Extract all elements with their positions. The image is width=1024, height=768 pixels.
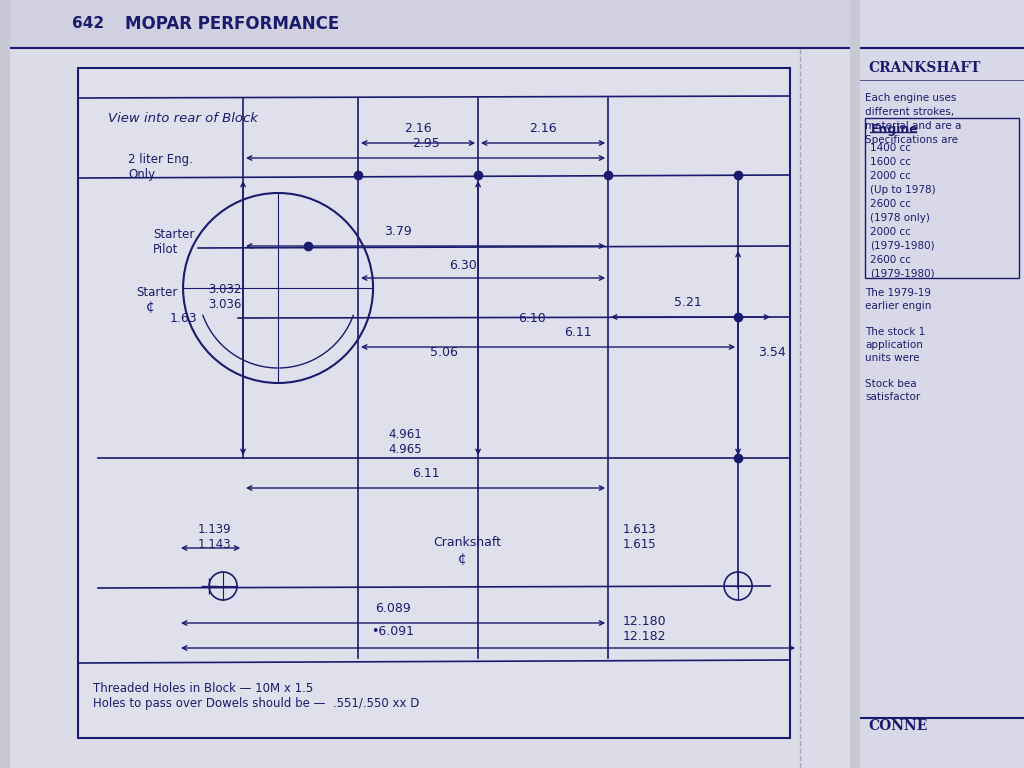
Text: (1979-1980): (1979-1980) [870,241,935,251]
Text: 1600 cc: 1600 cc [870,157,911,167]
Bar [865,118,1019,278]
Text: Holes to pass over Dowels should be —  .551/.550 xx D: Holes to pass over Dowels should be — .5… [93,697,420,710]
Text: The 1979-19: The 1979-19 [865,288,931,298]
Text: 1.143: 1.143 [198,538,231,551]
Text: 3.032: 3.032 [208,283,242,296]
Text: 2000 cc: 2000 cc [870,227,911,237]
Text: 2.16: 2.16 [529,122,557,135]
Text: CONNE: CONNE [868,719,928,733]
Text: 3.036: 3.036 [208,298,242,311]
Text: 2 liter Eng.
Only: 2 liter Eng. Only [128,153,193,181]
Text: material and are a: material and are a [865,121,962,131]
Text: 12.182: 12.182 [623,630,667,643]
Text: MOPAR PERFORMANCE: MOPAR PERFORMANCE [125,15,339,33]
Text: 4.961: 4.961 [388,428,422,441]
Text: 2600 cc: 2600 cc [870,199,911,209]
Text: View into rear of Block: View into rear of Block [109,111,258,124]
Text: 2000 cc: 2000 cc [870,171,911,181]
Text: CRANKSHAFT: CRANKSHAFT [868,61,981,75]
Text: Stock bea: Stock bea [865,379,916,389]
Text: 6.11: 6.11 [412,467,439,480]
Text: •6.091: •6.091 [372,625,415,638]
Text: Each engine uses: Each engine uses [865,93,956,103]
Text: Starter
Pilot: Starter Pilot [153,228,195,256]
Text: 2.16: 2.16 [404,122,432,135]
Text: 5.21: 5.21 [674,296,702,309]
Text: 4.965: 4.965 [388,443,422,456]
Text: 6.10: 6.10 [518,312,546,325]
Text: 6.30: 6.30 [450,259,477,272]
Text: (1979-1980): (1979-1980) [870,269,935,279]
Text: Engine: Engine [870,123,919,136]
FancyBboxPatch shape [10,0,850,768]
Text: 642: 642 [72,16,104,31]
Text: 3.79: 3.79 [384,225,412,238]
Text: earlier engin: earlier engin [865,301,932,311]
Text: different strokes,: different strokes, [865,107,954,117]
Text: application: application [865,340,924,350]
Text: 6.11: 6.11 [564,326,592,339]
Bar [10,0,850,48]
Text: 2.95: 2.95 [412,137,439,150]
Text: 1.139: 1.139 [198,523,231,536]
Text: The stock 1: The stock 1 [865,327,926,337]
Text: units were: units were [865,353,920,363]
Text: ¢: ¢ [146,301,155,315]
Text: 5.06: 5.06 [430,346,458,359]
Text: (1978 only): (1978 only) [870,213,930,223]
Text: 1.613: 1.613 [623,523,656,536]
Text: 6.089: 6.089 [375,602,411,615]
Text: ¢: ¢ [458,553,467,567]
Text: 12.180: 12.180 [623,615,667,628]
Text: Threaded Holes in Block — 10M x 1.5: Threaded Holes in Block — 10M x 1.5 [93,681,313,694]
Text: 2600 cc: 2600 cc [870,255,911,265]
Text: Specifications are: Specifications are [865,135,958,145]
Text: 1400 cc: 1400 cc [870,143,911,153]
Text: satisfactor: satisfactor [865,392,921,402]
Text: Crankshaft: Crankshaft [433,537,501,549]
Bar [78,68,791,738]
Text: 3.54: 3.54 [758,346,785,359]
Text: (Up to 1978): (Up to 1978) [870,185,936,195]
Text: 1.615: 1.615 [623,538,656,551]
Text: Starter: Starter [136,286,177,300]
Text: 1.63: 1.63 [169,312,197,325]
